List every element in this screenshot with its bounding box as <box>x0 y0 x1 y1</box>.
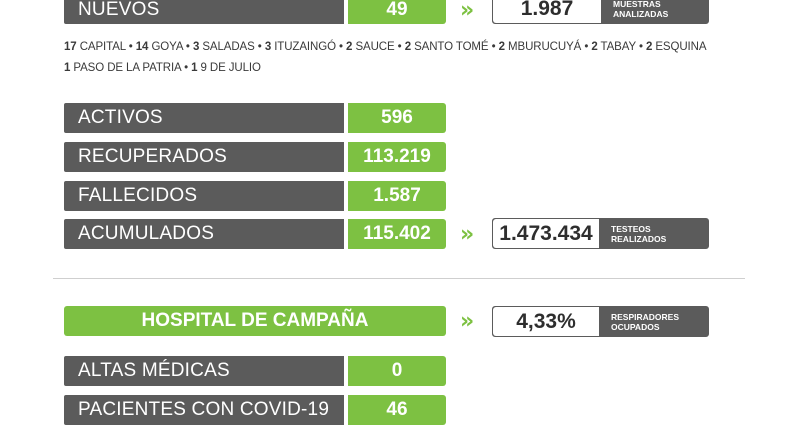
locality-name: ITUZAINGÓ <box>271 41 336 53</box>
pacientes-covid-label: PACIENTES CON COVID-19 <box>64 395 344 425</box>
pacientes-covid-label-text: PACIENTES CON COVID-19 <box>78 399 330 420</box>
muestras-caption-line2: ANALIZADAS <box>613 9 669 19</box>
testeos-caption: TESTEOS REALIZADOS <box>599 219 708 248</box>
locality-count: 2 <box>591 41 598 53</box>
respiradores-value: 4,33% <box>493 307 599 336</box>
acumulados-label-text: ACUMULADOS <box>78 223 215 244</box>
testeos-caption-line2: REALIZADOS <box>611 233 667 244</box>
activos-value: 596 <box>348 103 446 133</box>
altas-medicas-value: 0 <box>348 356 446 386</box>
bullet-separator: • <box>394 41 405 53</box>
locality-name: SAUCE <box>352 41 395 53</box>
respiradores-caption-line1: RESPIRADORES <box>611 311 680 322</box>
recuperados-value: 113.219 <box>348 142 446 172</box>
hospital-title: HOSPITAL DE CAMPAÑA <box>64 306 446 336</box>
distribution-line-1: 17 CAPITAL • 14 GOYA • 3 SALADAS • 3 ITU… <box>64 41 707 53</box>
bullet-separator: • <box>125 41 136 53</box>
locality-name: ESQUINA <box>652 41 707 53</box>
altas-medicas-label-text: ALTAS MÉDICAS <box>78 360 230 381</box>
muestras-caption: MUESTRAS ANALIZADAS <box>601 0 708 23</box>
muestras-value: 1.987 <box>493 0 601 23</box>
recuperados-label: RECUPERADOS <box>64 142 344 172</box>
locality-name: 9 DE JULIO <box>197 62 261 74</box>
locality-count: 14 <box>135 41 149 53</box>
locality-name: MBURUCUYÁ <box>504 41 582 53</box>
altas-medicas-value-text: 0 <box>391 360 403 381</box>
bullet-separator: • <box>581 41 592 53</box>
muestras-caption-line1: MUESTRAS <box>613 0 661 9</box>
locality-count: 3 <box>264 41 272 53</box>
locality-count: 2 <box>346 41 353 53</box>
distribution-line-2: 1 PASO DE LA PATRIA • 1 9 DE JULIO <box>64 62 261 74</box>
activos-label: ACTIVOS <box>64 103 344 133</box>
bullet-separator: • <box>635 41 646 53</box>
pacientes-covid-value: 46 <box>348 395 446 425</box>
bullet-separator: • <box>182 41 193 53</box>
fallecidos-value-text: 1.587 <box>373 185 421 206</box>
activos-label-text: ACTIVOS <box>78 107 163 128</box>
locality-count: 2 <box>498 41 505 53</box>
locality-count: 17 <box>64 41 77 53</box>
nuevos-value: 49 <box>348 0 446 24</box>
nuevos-label-text: NUEVOS <box>78 0 160 20</box>
locality-name: SALADAS <box>199 41 255 53</box>
respiradores-box: 4,33% RESPIRADORES OCUPADOS <box>492 306 709 337</box>
locality-name: PASO DE LA PATRIA <box>70 62 181 74</box>
fallecidos-value: 1.587 <box>348 181 446 211</box>
chevron-right-icon: » <box>460 222 474 247</box>
fallecidos-label-text: FALLECIDOS <box>78 185 198 206</box>
recuperados-value-text: 113.219 <box>363 146 431 167</box>
testeos-box: 1.473.434 TESTEOS REALIZADOS <box>492 218 709 249</box>
hospital-title-text: HOSPITAL DE CAMPAÑA <box>141 310 369 331</box>
chevron-right-icon: » <box>460 309 474 334</box>
locality-name: GOYA <box>148 41 183 53</box>
locality-name: TABAY <box>597 41 636 53</box>
respiradores-caption-line2: OCUPADOS <box>611 321 660 332</box>
bullet-separator: • <box>335 41 347 53</box>
fallecidos-label: FALLECIDOS <box>64 181 344 211</box>
testeos-value: 1.473.434 <box>493 219 599 248</box>
acumulados-value-text: 115.402 <box>363 223 431 244</box>
altas-medicas-label: ALTAS MÉDICAS <box>64 356 344 386</box>
locality-count: 1 <box>64 62 71 74</box>
locality-name: CAPITAL <box>76 41 126 53</box>
bullet-separator: • <box>254 41 265 53</box>
locality-count: 2 <box>404 41 411 53</box>
locality-name: SANTO TOMÉ <box>410 41 489 53</box>
bullet-separator: • <box>488 41 499 53</box>
locality-count: 2 <box>645 41 653 53</box>
activos-value-text: 596 <box>381 107 413 128</box>
recuperados-label-text: RECUPERADOS <box>78 146 227 167</box>
acumulados-value: 115.402 <box>348 219 446 249</box>
section-divider <box>53 278 745 279</box>
muestras-box: 1.987 MUESTRAS ANALIZADAS <box>492 0 709 24</box>
respiradores-caption: RESPIRADORES OCUPADOS <box>599 307 708 336</box>
nuevos-label: NUEVOS <box>64 0 344 24</box>
nuevos-value-text: 49 <box>386 0 408 20</box>
acumulados-label: ACUMULADOS <box>64 219 344 249</box>
bullet-separator: • <box>180 62 192 74</box>
locality-count: 3 <box>192 41 200 53</box>
pacientes-covid-value-text: 46 <box>386 399 408 420</box>
chevron-right-icon: » <box>460 0 474 23</box>
locality-count: 1 <box>191 62 198 74</box>
testeos-caption-line1: TESTEOS <box>611 223 651 234</box>
